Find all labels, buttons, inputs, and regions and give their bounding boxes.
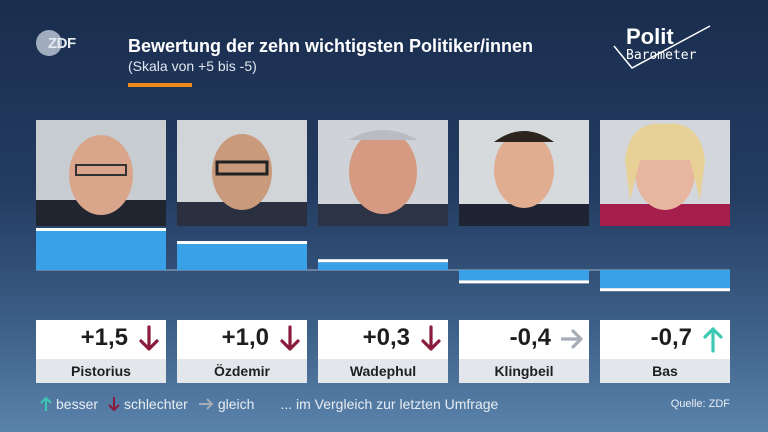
legend-down-label: schlechter xyxy=(124,396,188,412)
bar-end-marker xyxy=(459,280,589,284)
arrow-down-icon xyxy=(108,397,120,412)
photo-pistorius xyxy=(36,120,166,226)
card-oezdemir: +1,0 Özdemir xyxy=(177,320,307,383)
zdf-logo: ZDF xyxy=(36,30,84,58)
legend-up-label: besser xyxy=(56,396,99,412)
bar-bas xyxy=(600,270,730,289)
bar-özdemir xyxy=(177,244,307,270)
photo-oezdemir xyxy=(177,120,307,226)
name-label-wadephul: Wadephul xyxy=(318,359,448,383)
arrow-up-icon xyxy=(40,396,52,411)
legend-up: besser xyxy=(40,396,98,412)
legend-same-label: gleich xyxy=(217,396,255,412)
chart-title: Bewertung der zehn wichtigsten Politiker… xyxy=(128,36,534,56)
bar-end-marker xyxy=(177,241,307,244)
card-wadephul: +0,3 Wadephul xyxy=(318,320,448,383)
trend-down-icon xyxy=(280,325,300,351)
legend-down: schlechter xyxy=(108,396,188,412)
checkmark-icon xyxy=(613,25,711,69)
legend-same: gleich xyxy=(198,396,255,412)
bar-klingbeil xyxy=(459,270,589,281)
value-label-bas: -0,7 xyxy=(650,324,692,351)
trend-same-icon xyxy=(561,329,583,349)
card-klingbeil: -0,4 Klingbeil xyxy=(459,320,589,383)
brand-polit: Polit xyxy=(626,24,674,49)
value-label-pistorius: +1,5 xyxy=(80,324,128,351)
card-pistorius: +1,5 Pistorius xyxy=(36,320,166,383)
bar-wadephul xyxy=(318,262,448,270)
name-label-bas: Bas xyxy=(600,359,730,383)
trend-up-icon xyxy=(703,327,723,353)
card-bas: -0,7 Bas xyxy=(600,320,730,383)
value-label-wadephul: +0,3 xyxy=(362,324,410,351)
brand-barometer: Barometer xyxy=(626,48,697,63)
photo-bas xyxy=(600,120,730,226)
source-label: Quelle: ZDF xyxy=(670,398,730,410)
name-label-klingbeil: Klingbeil xyxy=(459,359,589,383)
title-accent-line xyxy=(128,83,192,87)
photo-wadephul xyxy=(318,120,448,226)
trend-down-icon xyxy=(139,325,159,351)
trend-down-icon xyxy=(421,325,441,351)
arrow-right-icon xyxy=(198,398,214,410)
bar-pistorius xyxy=(36,231,166,270)
value-label-oezdemir: +1,0 xyxy=(221,324,269,351)
photo-klingbeil xyxy=(459,120,589,226)
value-label-klingbeil: -0,4 xyxy=(509,324,551,351)
bar-end-marker xyxy=(36,228,166,231)
legend-note: ... im Vergleich zur letzten Umfrage xyxy=(280,396,499,412)
chart-subtitle: (Skala von +5 bis -5) xyxy=(128,58,257,74)
name-label-pistorius: Pistorius xyxy=(36,359,166,383)
name-label-oezdemir: Özdemir xyxy=(177,359,307,383)
zdf-logo-circle xyxy=(36,30,62,56)
politbarometer-logo: Polit Barometer xyxy=(610,24,720,72)
bar-end-marker xyxy=(600,288,730,292)
bar-end-marker xyxy=(318,259,448,263)
legend: besser schlechter gleich ... im Vergleic… xyxy=(40,396,498,412)
zdf-logo-text: ZDF xyxy=(48,35,76,52)
